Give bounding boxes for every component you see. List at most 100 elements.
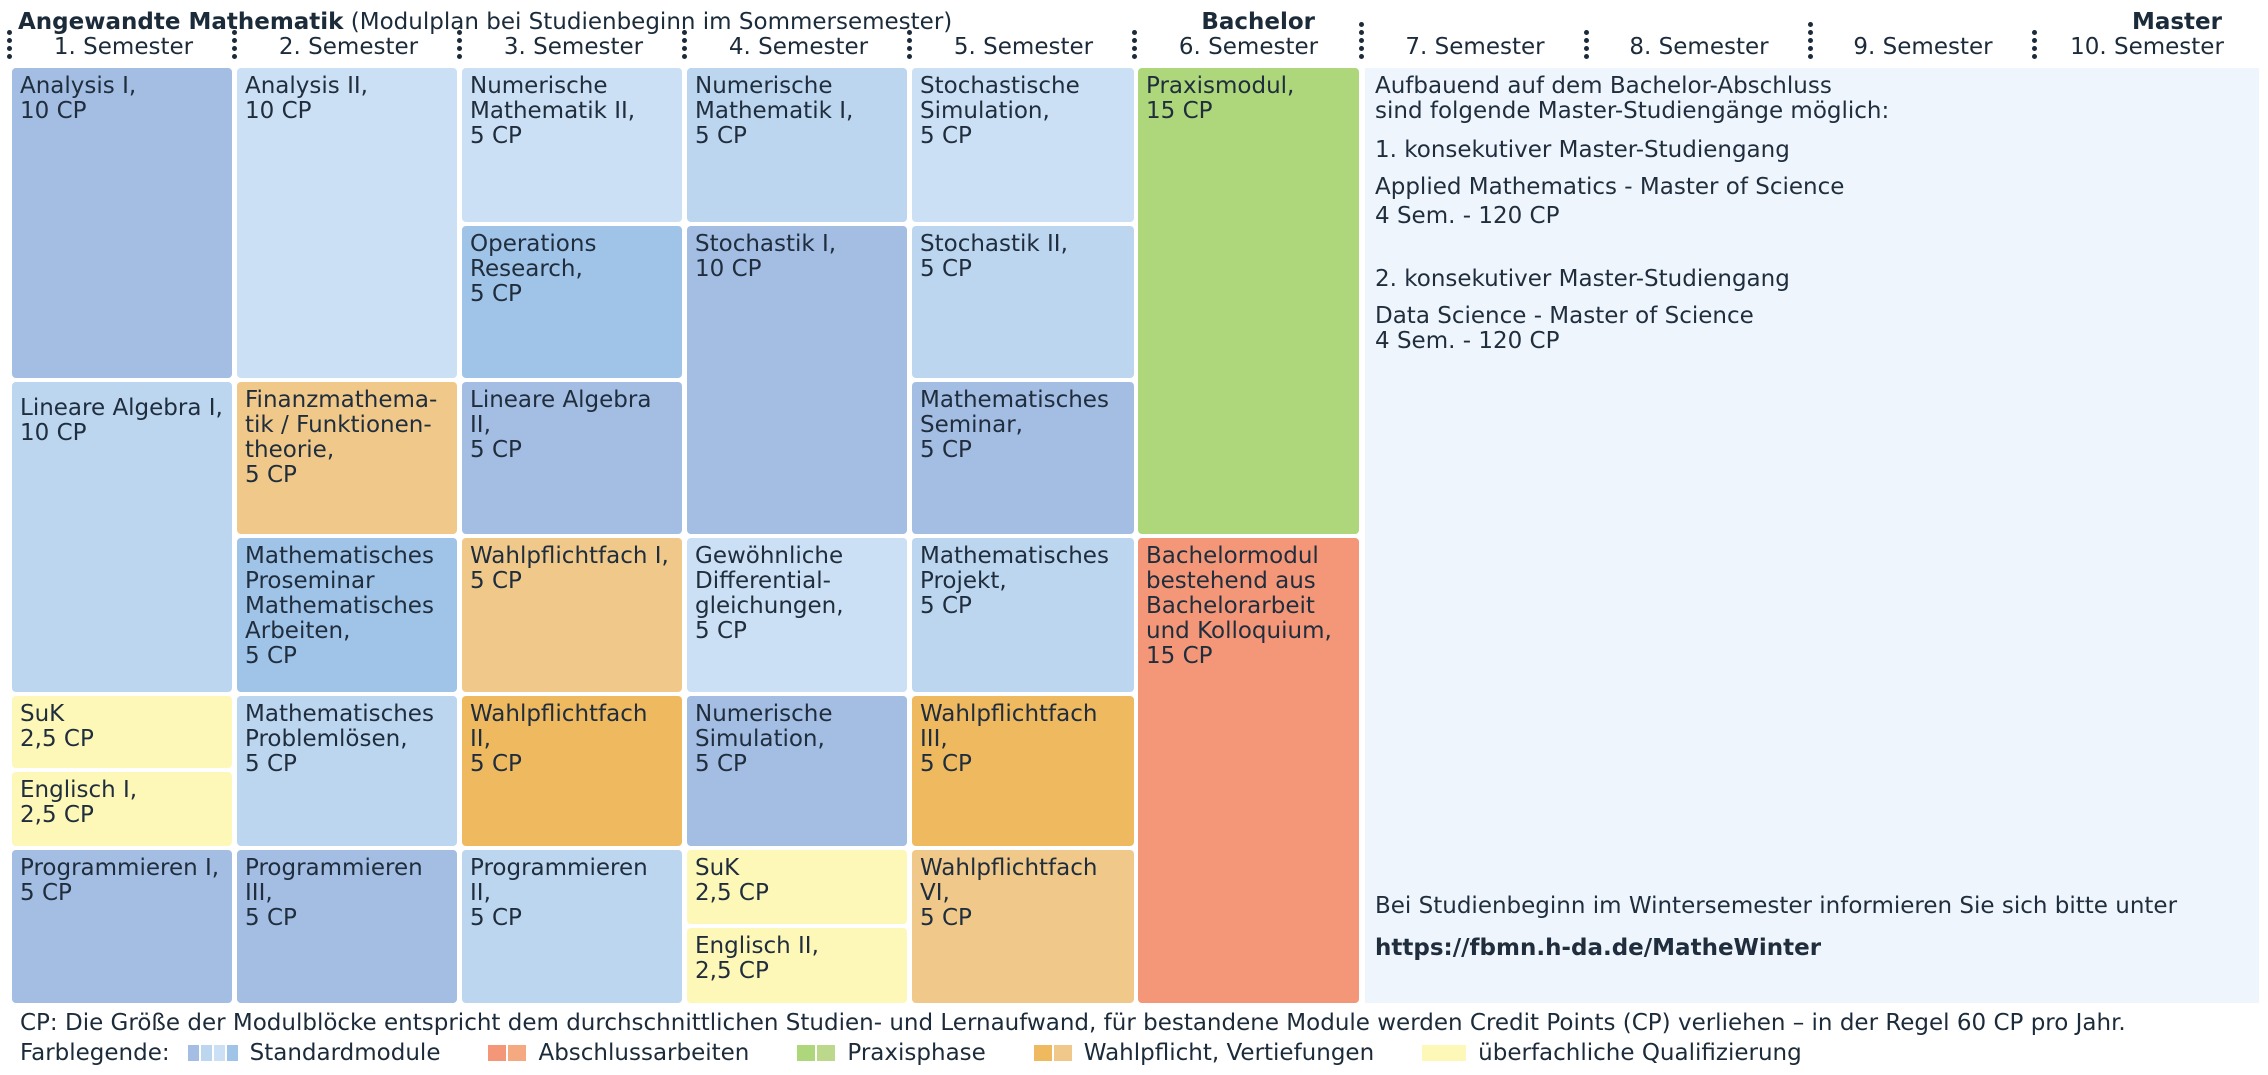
module-problemloesen: Mathematisches Problemlösen, 5 CP [237, 696, 457, 846]
legend-label: Abschlussarbeiten [538, 1040, 750, 1066]
legend-swatch [187, 1045, 240, 1061]
module-name: Stochastik II, [920, 231, 1068, 257]
module-name: Stochastische Simulation, [920, 73, 1080, 124]
semester-header-1: 1. Semester [53, 34, 194, 60]
module-name: Mathematisches Projekt, [920, 543, 1109, 594]
winter-link[interactable]: https://fbmn.h-da.de/MatheWinter [1375, 935, 1822, 961]
module-name: Finanzmathema- tik / Funktionen- theorie… [245, 387, 438, 463]
master-program-1-duration: 4 Sem. - 120 CP [1375, 203, 1560, 229]
legend-label: Praxisphase [847, 1040, 986, 1066]
master-intro: Aufbauend auf dem Bachelor-Abschluss sin… [1375, 73, 1890, 124]
legend-item-praxisphase: Praxisphase [797, 1040, 986, 1066]
column-divider [1808, 22, 1814, 62]
swatch [226, 1045, 238, 1061]
module-name: Englisch I, [20, 777, 138, 803]
module-numerische-simulation: Numerische Simulation, 5 CP [687, 696, 907, 846]
swatch [817, 1045, 836, 1061]
module-cp: 5 CP [920, 751, 972, 777]
section-heading-master: Master [2131, 9, 2222, 35]
legend-label: überfachliche Qualifizierung [1478, 1040, 1802, 1066]
title-program: Angewandte Mathematik [18, 9, 344, 35]
module-cp: 5 CP [470, 905, 522, 931]
column-divider [457, 30, 463, 62]
color-legend: Farblegende: Standardmodule Abschlussarb… [20, 1040, 1850, 1066]
module-programmieren-1: Programmieren I, 5 CP [12, 850, 232, 1003]
module-numerische-mathematik-1: Numerische Mathematik I, 5 CP [687, 68, 907, 222]
module-stochastik-2: Stochastik II, 5 CP [912, 226, 1134, 378]
module-bachelormodul: Bachelormodul bestehend aus Bachelorarbe… [1138, 538, 1359, 1003]
swatch [213, 1045, 225, 1061]
master-program-2-duration: 4 Sem. - 120 CP [1375, 328, 1560, 354]
module-cp: 10 CP [20, 98, 87, 124]
module-name: Wahlpflichtfach III, [920, 701, 1098, 752]
swatch [488, 1045, 507, 1061]
master-program-1-heading: 1. konsekutiver Master-Studiengang [1375, 137, 1790, 163]
module-name: Gewöhnliche Differential- gleichungen, [695, 543, 844, 619]
swatch [1033, 1045, 1052, 1061]
module-cp: 5 CP [245, 462, 297, 488]
module-cp: 2,5 CP [695, 880, 769, 906]
module-name: Mathematisches Seminar, [920, 387, 1109, 438]
cp-footnote: CP: Die Größe der Modulblöcke entspricht… [20, 1010, 2126, 1036]
module-cp: 5 CP [920, 256, 972, 282]
module-numerische-mathematik-2: Numerische Mathematik II, 5 CP [462, 68, 682, 222]
module-cp: 2,5 CP [20, 802, 94, 828]
module-name: Programmieren II, [470, 855, 648, 906]
module-name: SuK [695, 855, 740, 881]
module-programmieren-3: Programmieren III, 5 CP [237, 850, 457, 1003]
module-cp: 15 CP [1146, 643, 1213, 669]
module-name: Numerische Simulation, [695, 701, 833, 752]
module-name: Operations Research, [470, 231, 597, 282]
module-wahlpflichtfach-3: Wahlpflichtfach III, 5 CP [912, 696, 1134, 846]
legend-swatch [797, 1045, 837, 1061]
legend-item-standardmodule: Standardmodule [187, 1040, 440, 1066]
module-name: Englisch II, [695, 933, 819, 959]
module-name: Analysis I, [20, 73, 137, 99]
module-name: Analysis II, [245, 73, 368, 99]
semester-header-5: 5. Semester [953, 34, 1094, 60]
legend-title: Farblegende: [20, 1040, 170, 1066]
module-cp: 2,5 CP [695, 958, 769, 984]
module-cp: 5 CP [470, 123, 522, 149]
module-mathematisches-seminar: Mathematisches Seminar, 5 CP [912, 382, 1134, 534]
semester-header-4: 4. Semester [728, 34, 869, 60]
module-cp: 5 CP [695, 751, 747, 777]
semester-header-6: 6. Semester [1178, 34, 1319, 60]
module-name: Lineare Algebra I, [20, 395, 223, 421]
module-cp: 5 CP [920, 593, 972, 619]
module-cp: 5 CP [470, 751, 522, 777]
module-cp: 2,5 CP [20, 726, 94, 752]
title-subtitle: (Modulplan bei Studienbeginn im Sommerse… [343, 9, 953, 35]
column-divider [682, 30, 688, 62]
module-differentialgleichungen: Gewöhnliche Differential- gleichungen, 5 … [687, 538, 907, 692]
module-cp: 5 CP [470, 568, 522, 594]
module-name: Stochastik I, [695, 231, 837, 257]
module-cp: 5 CP [920, 123, 972, 149]
module-name: Numerische Mathematik I, [695, 73, 854, 124]
module-wahlpflichtfach-1: Wahlpflichtfach I, 5 CP [462, 538, 682, 692]
legend-swatch [488, 1045, 528, 1061]
module-cp: 10 CP [695, 256, 762, 282]
module-cp: 10 CP [20, 420, 87, 446]
module-wahlpflichtfach-6: Wahlpflichtfach VI, 5 CP [912, 850, 1134, 1003]
column-divider [1359, 22, 1365, 62]
module-name: Mathematisches Proseminar Mathematisches… [245, 543, 434, 644]
semester-header-2: 2. Semester [278, 34, 419, 60]
master-program-1-name: Applied Mathematics - Master of Science [1375, 174, 1845, 200]
module-cp: 5 CP [695, 123, 747, 149]
legend-swatch [1033, 1045, 1074, 1061]
module-name: Bachelormodul bestehend aus Bachelorarbe… [1146, 543, 1332, 644]
column-divider [7, 30, 13, 62]
module-cp: 5 CP [245, 643, 297, 669]
swatch [1422, 1045, 1467, 1061]
master-program-2-heading: 2. konsekutiver Master-Studiengang [1375, 266, 1790, 292]
module-suk-1: SuK 2,5 CP [12, 696, 232, 768]
module-name: Wahlpflichtfach I, [470, 543, 669, 569]
module-englisch-2: Englisch II, 2,5 CP [687, 928, 907, 1003]
swatch [508, 1045, 527, 1061]
semester-header-10: 10. Semester [2070, 34, 2224, 60]
module-name: SuK [20, 701, 65, 727]
module-cp: 5 CP [695, 618, 747, 644]
module-mathematisches-projekt: Mathematisches Projekt, 5 CP [912, 538, 1134, 692]
module-name: Programmieren I, [20, 855, 220, 881]
